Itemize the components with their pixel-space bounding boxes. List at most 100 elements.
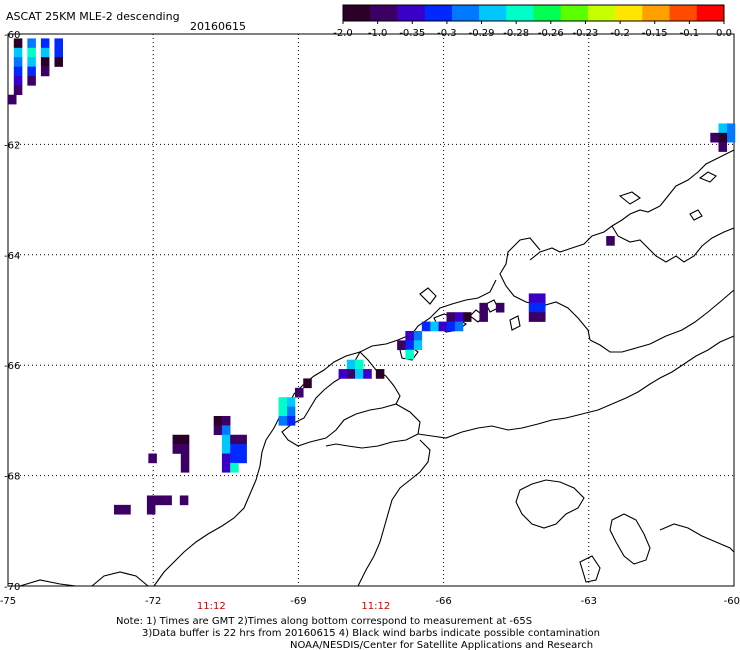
- data-cell: [286, 415, 296, 426]
- data-cell: [146, 504, 156, 515]
- data-cell: [726, 123, 736, 134]
- data-cell: [405, 349, 414, 360]
- data-cell: [40, 38, 50, 49]
- data-cell: [146, 495, 156, 506]
- data-cell: [295, 387, 304, 398]
- data-cell: [479, 312, 488, 322]
- colorbar-swatch: [343, 5, 371, 21]
- data-cell: [405, 330, 414, 341]
- data-cell: [278, 406, 288, 417]
- data-cell: [13, 57, 23, 67]
- coastline: [19, 149, 735, 587]
- data-cell: [54, 38, 63, 49]
- data-cell: [230, 462, 239, 473]
- data-cell: [446, 312, 456, 322]
- lat-label: -60: [4, 30, 20, 41]
- data-cell: [155, 495, 164, 506]
- time-labels: 11:12 11:12: [197, 601, 390, 612]
- data-cell: [180, 462, 190, 473]
- lon-label: -69: [290, 596, 306, 607]
- time-label: 11:12: [197, 601, 226, 612]
- data-cell: [54, 57, 63, 67]
- data-cell: [606, 236, 615, 246]
- data-cell: [13, 75, 23, 86]
- colorbar-swatch: [642, 5, 671, 21]
- data-cell: [537, 312, 546, 322]
- data-cell: [27, 47, 36, 58]
- data-cell: [537, 293, 546, 304]
- colorbar-swatch: [615, 5, 643, 21]
- wind-data-cells: [8, 38, 736, 515]
- data-cell: [27, 57, 36, 67]
- data-cell: [221, 444, 231, 454]
- data-cell: [221, 434, 231, 445]
- data-cell: [180, 444, 190, 454]
- colorbar-swatch: [479, 5, 507, 21]
- data-cell: [54, 47, 63, 58]
- data-cell: [172, 444, 182, 454]
- data-cell: [13, 66, 23, 77]
- colorbar-labels: -2.0 -1.0 -0.35 -0.3 -0.29 -0.28 -0.26 -0.23 -0.…: [333, 21, 732, 39]
- note-line-1: Note: 1) Times are GMT 2)Times along bot…: [116, 616, 532, 627]
- lat-label: -70: [4, 582, 20, 593]
- data-cell: [286, 397, 296, 407]
- data-cell: [172, 434, 182, 445]
- data-cell: [8, 94, 17, 105]
- data-cell: [462, 312, 472, 322]
- data-cell: [40, 47, 50, 58]
- colorbar-swatch: [560, 5, 589, 21]
- data-cell: [346, 369, 356, 379]
- lon-label: -72: [145, 596, 161, 607]
- data-cell: [27, 75, 36, 86]
- data-cell: [180, 453, 190, 464]
- data-cell: [479, 302, 488, 313]
- data-cell: [230, 453, 239, 464]
- data-cell: [27, 66, 36, 77]
- data-cell: [238, 434, 247, 445]
- map-frame: [7, 33, 735, 587]
- lon-label: -75: [0, 596, 16, 607]
- data-cell: [221, 453, 231, 464]
- data-cell: [528, 302, 538, 313]
- data-cell: [446, 321, 456, 332]
- colorbar-swatch: [506, 5, 534, 21]
- product-date: 20160615: [190, 20, 246, 33]
- data-cell: [13, 47, 23, 58]
- data-cell: [421, 321, 431, 332]
- data-cell: [230, 434, 239, 445]
- data-cell: [355, 369, 364, 379]
- data-cell: [180, 434, 190, 445]
- colorbar-swatch: [669, 5, 698, 21]
- data-cell: [179, 495, 189, 506]
- colorbar-swatch: [424, 5, 453, 21]
- data-cell: [495, 302, 505, 313]
- data-cell: [221, 425, 231, 436]
- data-cell: [122, 504, 131, 515]
- data-cell: [148, 453, 157, 464]
- time-label: 11:12: [361, 601, 390, 612]
- data-cell: [718, 123, 728, 134]
- data-cell: [163, 495, 172, 506]
- data-cell: [238, 453, 247, 464]
- colorbar-swatch: [397, 5, 426, 21]
- lat-lon-grid: [8, 34, 734, 586]
- data-cell: [40, 66, 50, 77]
- data-cell: [27, 38, 36, 49]
- data-cell: [718, 142, 728, 152]
- lat-label: -64: [4, 251, 20, 262]
- note-line-2: 3)Data buffer is 22 hrs from 20160615 4)…: [142, 628, 600, 639]
- data-cell: [710, 132, 719, 143]
- data-cell: [438, 321, 447, 332]
- product-title: ASCAT 25KM MLE-2 descending: [6, 10, 180, 23]
- data-cell: [355, 359, 364, 370]
- data-cell: [405, 340, 414, 351]
- note-line-3: NOAA/NESDIS/Center for Satellite Applica…: [290, 640, 593, 650]
- data-cell: [221, 462, 231, 473]
- data-cell: [286, 406, 296, 417]
- lat-label: -66: [4, 361, 20, 372]
- data-cell: [278, 415, 288, 426]
- data-cell: [454, 312, 464, 322]
- colorbar: [342, 4, 725, 22]
- colorbar-swatch: [587, 5, 616, 21]
